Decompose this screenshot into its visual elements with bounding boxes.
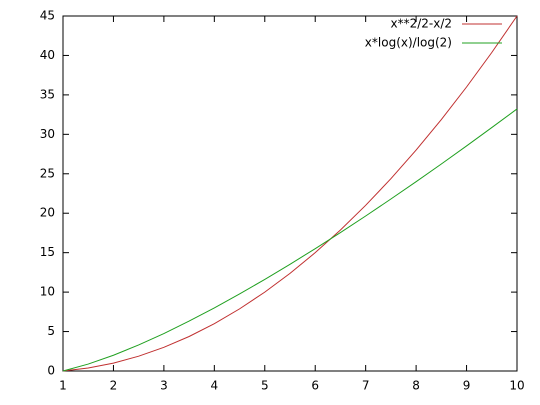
y-tick-label: 10 bbox=[40, 285, 55, 299]
y-tick-label: 15 bbox=[40, 245, 55, 259]
y-tick-label: 40 bbox=[40, 48, 55, 62]
y-tick-label: 45 bbox=[40, 9, 55, 23]
y-tick-label: 25 bbox=[40, 166, 55, 180]
x-tick-label: 6 bbox=[311, 379, 319, 393]
x-tick-label: 4 bbox=[211, 379, 219, 393]
x-tick-label: 3 bbox=[160, 379, 168, 393]
x-tick-label: 2 bbox=[110, 379, 118, 393]
x-tick-label: 8 bbox=[412, 379, 420, 393]
y-tick-label: 20 bbox=[40, 206, 55, 220]
x-tick-label: 1 bbox=[59, 379, 67, 393]
series-line bbox=[62, 15, 518, 372]
y-tick-label: 5 bbox=[47, 324, 55, 338]
y-tick-label: 35 bbox=[40, 87, 55, 101]
series-line bbox=[62, 108, 518, 372]
x-tick-label: 5 bbox=[261, 379, 269, 393]
plot-border bbox=[62, 15, 518, 372]
legend-label: x**2/2-x/2 bbox=[390, 17, 452, 31]
y-tick-label: 0 bbox=[47, 364, 55, 378]
x-tick-label: 10 bbox=[509, 379, 524, 393]
x-tick-label: 7 bbox=[362, 379, 370, 393]
x-tick-label: 9 bbox=[463, 379, 471, 393]
y-tick-label: 30 bbox=[40, 127, 55, 141]
legend-label: x*log(x)/log(2) bbox=[365, 36, 452, 50]
